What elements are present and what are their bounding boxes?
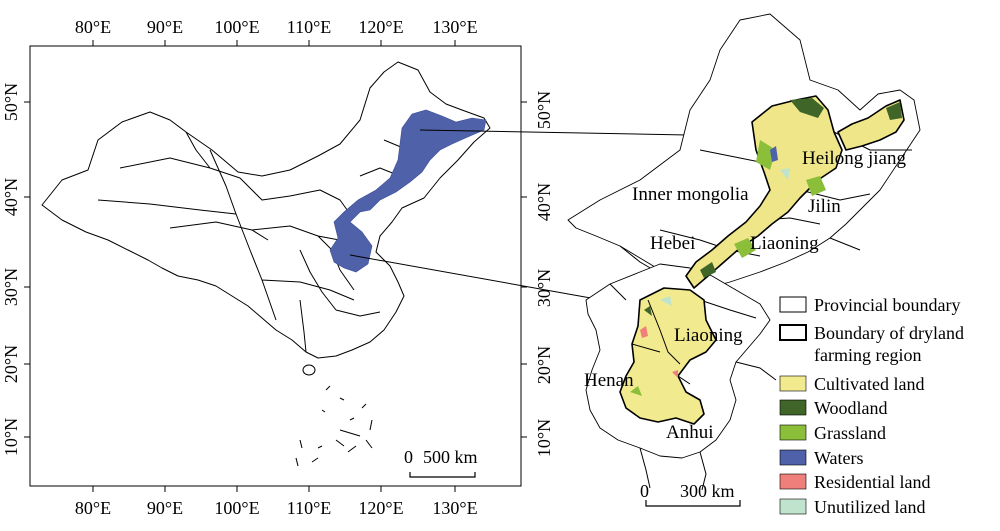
lon-label-bottom: 90°E (147, 498, 183, 518)
lon-label-top: 130°E (432, 17, 477, 37)
lat-label-left: 40°N (1, 178, 21, 216)
legend-label-residential: Residential land (814, 472, 930, 492)
legend-label-waters: Waters (814, 448, 864, 468)
scalebar-distance: 300 km (680, 481, 735, 501)
lon-label-bottom: 130°E (432, 498, 477, 518)
label-henan: Henan (584, 370, 634, 391)
scalebar-zero: 0 (640, 481, 649, 501)
lat-label-right: 20°N (534, 346, 554, 384)
lat-label-left: 50°N (1, 83, 21, 121)
province-lines-south (609, 283, 777, 491)
label-inner-mongolia: Inner mongolia (632, 184, 749, 205)
lon-label-top: 90°E (147, 17, 183, 37)
label-liaoning-north: Liaoning (750, 233, 819, 254)
lat-label-left: 20°N (1, 345, 21, 383)
label-hebei: Hebei (650, 233, 695, 254)
detail-scalebar: 0 300 km (640, 481, 741, 507)
lon-label-bottom: 80°E (75, 498, 111, 518)
dryland-block-south (619, 287, 717, 425)
overview-map: 80°E 90°E 100°E 110°E 120°E 130°E 80°E 9… (1, 17, 522, 518)
lat-label-left: 30°N (1, 268, 21, 306)
scalebar-zero: 0 (404, 447, 413, 467)
province-lines (97, 131, 431, 353)
lon-label-top: 120°E (358, 17, 403, 37)
legend-swatch-provincial-boundary (779, 296, 807, 313)
lat-label-left: 10°N (1, 418, 21, 456)
legend-label-unutilized: Unutilized land (814, 497, 925, 517)
hainan-island (302, 364, 316, 376)
legend-swatch-unutilized (779, 498, 807, 515)
legend-swatch-woodland (779, 399, 807, 416)
legend-swatch-dryland-boundary (779, 324, 807, 341)
label-heilongjiang: Heilong jiang (802, 148, 906, 169)
label-jilin: Jilin (808, 196, 841, 217)
legend-swatch-grassland (779, 424, 807, 441)
legend-label-cultivated: Cultivated land (814, 374, 924, 394)
overview-bottom-ticks (92, 486, 456, 492)
dryland-inner-lines (631, 299, 691, 385)
scalebar-distance: 500 km (423, 447, 478, 467)
south-sea-islands (295, 385, 373, 467)
label-liaoning-south: Liaoning (674, 325, 743, 346)
landuse-north (700, 98, 902, 278)
overview-scalebar: 0 500 km (404, 447, 478, 478)
label-anhui: Anhui (666, 422, 714, 443)
legend-label-provincial-boundary: Provincial boundary (814, 295, 960, 315)
china-outline (41, 61, 491, 359)
detail-map: 50°N 40°N 30°N 20°N 10°N (521, 13, 921, 507)
lat-label-right: 50°N (534, 91, 554, 129)
overview-top-ticks (92, 40, 456, 46)
lon-label-bottom: 100°E (214, 498, 259, 518)
legend: Provincial boundary Boundary of dryland … (779, 295, 968, 517)
lon-label-top: 110°E (287, 17, 332, 37)
lat-label-right: 40°N (534, 183, 554, 221)
dryland-region-overview (329, 109, 487, 273)
legend-swatch-waters (779, 449, 807, 466)
overview-map-frame (29, 45, 522, 487)
legend-swatch-cultivated (779, 375, 807, 392)
lon-label-top: 80°E (75, 17, 111, 37)
lon-label-bottom: 120°E (358, 498, 403, 518)
lon-label-bottom: 110°E (287, 498, 332, 518)
legend-swatch-residential (779, 473, 807, 490)
landuse-south (630, 296, 678, 396)
legend-label-grassland: Grassland (814, 423, 886, 443)
legend-label-woodland: Woodland (814, 398, 888, 418)
lon-label-top: 100°E (214, 17, 259, 37)
detail-lat-ticks (521, 101, 527, 438)
legend-label-dryland-boundary-line2: farming region (814, 345, 921, 365)
legend-label-dryland-boundary: Boundary of dryland farming region (814, 323, 968, 365)
legend-label-dryland-boundary-line1: Boundary of dryland (814, 323, 964, 343)
overview-left-ticks (24, 101, 30, 438)
lat-label-right: 30°N (534, 269, 554, 307)
lat-label-right: 10°N (534, 419, 554, 457)
